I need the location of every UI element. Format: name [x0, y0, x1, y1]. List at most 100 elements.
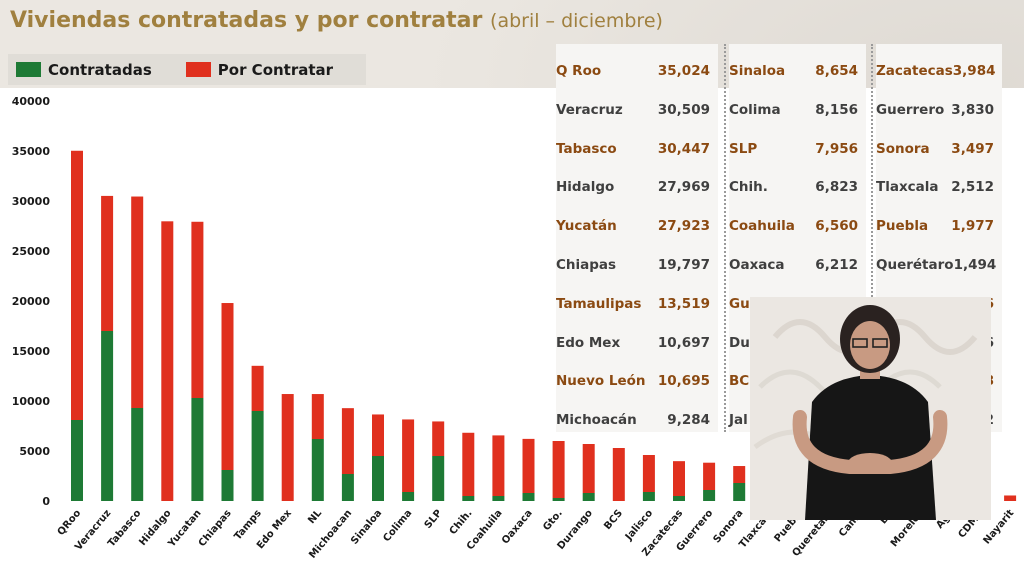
table-row: SLP 7,956	[729, 130, 866, 168]
state-name: Zacatecas	[876, 63, 953, 79]
legend-item-contratadas: Contratadas	[16, 61, 152, 79]
title-main: Viviendas contratadas y por contratar	[10, 8, 483, 33]
y-tick-label: 30000	[12, 195, 51, 208]
bar-contratadas-chiapas	[221, 470, 234, 501]
bar-por-contratar-edo-mex	[281, 394, 294, 501]
bar-por-contratar-yucatan	[191, 221, 204, 398]
bar-por-contratar-chih	[462, 432, 475, 496]
table-row: Nuevo León 10,695	[556, 362, 718, 400]
x-tick-label: Oaxaca	[500, 508, 535, 547]
state-total: 27,969	[657, 179, 710, 196]
state-name: Chih.	[729, 179, 768, 196]
bar-contratadas-jalisco	[642, 492, 655, 501]
bar-por-contratar-colima	[402, 419, 415, 492]
state-total: 27,923	[657, 218, 710, 235]
state-total: 9,284	[667, 412, 710, 429]
state-total: 1,977	[951, 218, 994, 235]
bar-contratadas-sinaloa	[372, 456, 384, 501]
y-tick-label: 35000	[12, 145, 51, 158]
state-total: 6,823	[815, 179, 858, 196]
table-row: Hidalgo 27,969	[556, 168, 718, 206]
state-total: 3,497	[951, 140, 994, 157]
table-row: Guerrero 3,830	[876, 91, 1002, 129]
y-tick-label: 0	[42, 495, 50, 508]
bar-por-contratar-gto	[552, 441, 565, 498]
x-tick-label: Tamps	[232, 508, 263, 543]
state-total: 8,654	[815, 63, 858, 79]
table-row: Zacatecas 3,984	[876, 52, 1002, 90]
bar-por-contratar-nl	[311, 394, 324, 439]
table-row: Q Roo 35,024	[556, 52, 718, 90]
table-row: Veracruz 30,509	[556, 91, 718, 129]
bar-por-contratar-oaxaca	[522, 438, 535, 493]
bar-por-contratar-veracruz	[101, 195, 114, 331]
y-tick-label: 25000	[12, 245, 51, 258]
state-name: Tabasco	[556, 140, 617, 157]
y-tick-label: 5000	[19, 445, 50, 458]
x-tick-label: BCS	[602, 508, 625, 532]
state-total: 10,695	[657, 373, 710, 390]
state-name: Querétaro	[876, 257, 954, 273]
x-tick-label: Chih.	[448, 508, 475, 537]
table-row: Tamaulipas 13,519	[556, 285, 718, 323]
bar-por-contratar-sinaloa	[372, 414, 384, 456]
x-tick-label: QRoo	[56, 508, 84, 538]
legend-swatch-contratadas	[16, 62, 41, 77]
bar-contratadas-guerrero	[703, 490, 716, 501]
bar-contratadas-sonora	[733, 483, 746, 501]
table-row: Chih. 6,823	[729, 168, 866, 206]
page-title: Viviendas contratadas y por contratar (a…	[10, 8, 663, 33]
bar-contratadas-tamps	[251, 411, 264, 501]
interpreter-figure	[750, 297, 991, 520]
bar-contratadas-chih	[462, 496, 475, 501]
table-row: Colima 8,156	[729, 91, 866, 129]
bar-contratadas-veracruz	[101, 331, 114, 501]
state-name: Gu	[729, 295, 750, 312]
state-total: 1,494	[953, 257, 997, 273]
state-total: 3,830	[951, 101, 994, 118]
bar-por-contratar-chiapas	[221, 303, 234, 470]
y-tick-label: 10000	[12, 395, 51, 408]
legend-label-por-contratar: Por Contratar	[217, 60, 334, 79]
state-name: Coahuila	[729, 218, 795, 235]
legend-item-por-contratar: Por Contratar	[185, 60, 334, 79]
state-name: Tamaulipas	[556, 295, 642, 312]
table-row: Chiapas 19,797	[556, 246, 718, 284]
bar-contratadas-gto	[552, 498, 565, 501]
bar-contratadas-tabasco	[131, 408, 144, 501]
bar-contratadas-michoacan	[341, 474, 354, 501]
state-name: Sinaloa	[729, 63, 786, 79]
table-row: Jal	[729, 401, 866, 439]
x-tick-label: SLP	[423, 508, 445, 531]
state-name: BC	[729, 373, 750, 390]
table-row: Yucatán 27,923	[556, 207, 718, 245]
bar-por-contratar-guerrero	[703, 462, 716, 490]
bar-por-contratar-michoacan	[341, 408, 354, 474]
state-total: 7,956	[815, 140, 858, 157]
state-total: 10,697	[657, 334, 710, 351]
table-row: Oaxaca 6,212	[729, 246, 866, 284]
state-total: 6,560	[815, 218, 858, 235]
state-name: Jal	[729, 412, 748, 429]
state-name: Colima	[729, 101, 781, 118]
state-name: Guerrero	[876, 101, 945, 118]
state-total: 2,512	[951, 179, 994, 196]
bar-por-contratar-slp	[432, 421, 445, 456]
chart-legend: Contratadas Por Contratar	[8, 54, 366, 85]
state-name: Michoacán	[556, 412, 637, 429]
bar-por-contratar-zacatecas	[673, 461, 685, 496]
table-row: Gu	[729, 285, 866, 323]
state-total: 13,519	[657, 295, 710, 312]
table-row: Tabasco 30,447	[556, 130, 718, 168]
state-total: 6,212	[815, 257, 858, 273]
totals-column-1: Q Roo 35,024 Veracruz 30,509 Tabasco 30,447 Hi…	[556, 44, 718, 432]
stacked-bar-chart: 0 5000 10000 15000 20000 25000 30000 35000 40000…	[12, 95, 1017, 561]
table-row: Michoacán 9,284	[556, 401, 718, 439]
state-total: 3,984	[952, 63, 996, 79]
bar-por-contratar-hidalgo	[161, 221, 174, 501]
state-name: Oaxaca	[729, 257, 785, 273]
sign-language-interpreter-video	[750, 297, 991, 520]
state-total: 35,024	[657, 63, 710, 79]
bar-por-contratar-coahuila	[492, 435, 505, 496]
state-name: Edo Mex	[556, 334, 621, 351]
